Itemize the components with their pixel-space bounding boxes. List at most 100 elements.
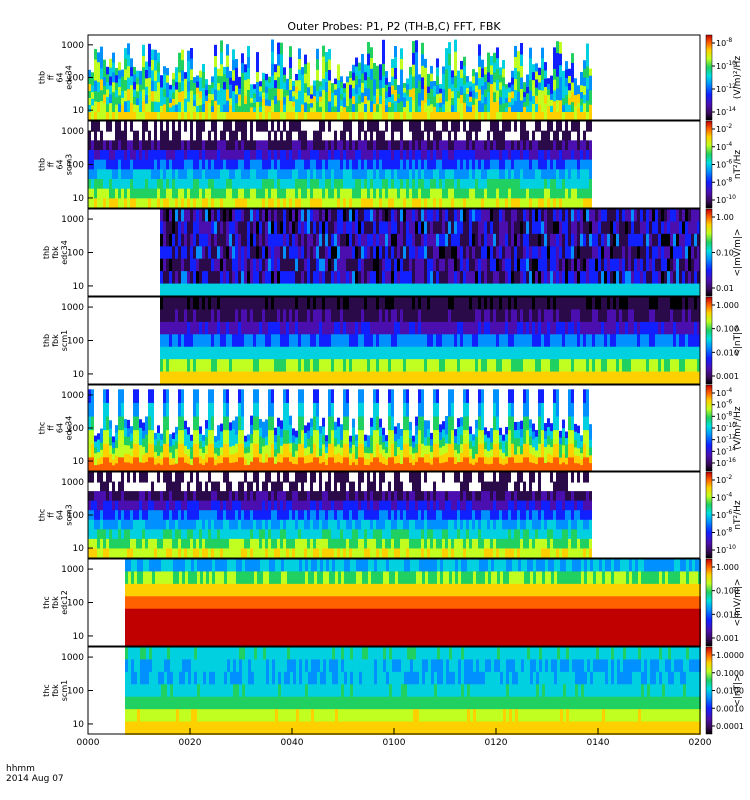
panel-6-colorbar-tick-label: 10-4: [716, 492, 732, 503]
panel-5-ylabel: edc34: [65, 416, 74, 441]
panel-8-ylabel: fbk: [51, 684, 60, 697]
panel-7-colorbar-tick-label: 0.001: [716, 634, 739, 643]
panel-4-spectrogram: [160, 297, 700, 385]
panel-2-spectrogram: [88, 121, 592, 209]
panel-3-ytick-label: 1000: [61, 215, 84, 225]
panel-8-colorbar-tick-label: 0.1000: [716, 669, 744, 678]
time-axis-unit-label: hhmm: [6, 764, 35, 774]
panel-1-ylabel: thb: [38, 71, 47, 84]
panel-4-colorbar-label: <|nT|>: [733, 324, 743, 356]
panel-1-spectrogram: [88, 39, 592, 120]
panel-1-ylabel: 64: [56, 72, 65, 82]
panel-6-spectrogram: [88, 472, 592, 559]
panel-7: 1000 100 10 thc fbk edc12 1.000 0.100 0.010 0.001…: [42, 558, 743, 647]
panel-8-spectrogram: [125, 647, 701, 735]
panel-3-colorbar-label: <|mV/m|>: [733, 229, 743, 277]
panel-3-ytick-label: 10: [73, 282, 85, 292]
panel-8-colorbar-tick-label: 1.0000: [716, 651, 744, 660]
panel-6: 1000 100 10 thc ff 64 scm3 10-2 10-4 10-6 10-8 10-1…: [38, 471, 743, 559]
panel-6-colorbar-tick-label: 10-2: [716, 474, 732, 485]
panel-7-ytick-label: 100: [67, 599, 84, 609]
panel-6-ytick-label: 100: [67, 511, 84, 521]
panel-8-ytick-label: 10: [73, 720, 85, 730]
panel-5-colorbar-tick-label: 10-6: [716, 399, 732, 410]
panel-8-colorbar: [705, 646, 713, 735]
time-tick-label: 0040: [281, 738, 304, 748]
panel-7-ylabel: edc12: [60, 590, 69, 615]
panel-7-ylabel: fbk: [51, 596, 60, 609]
panel-8-colorbar-tick-label: 0.0010: [716, 704, 744, 713]
panel-5-colorbar-tick-label: 10-4: [716, 387, 732, 398]
panel-2-colorbar: [705, 120, 713, 209]
panel-5-ylabel: ff: [47, 425, 56, 431]
panel-6-ylabel: scm3: [65, 504, 74, 525]
panel-2-ytick-label: 1000: [61, 127, 84, 137]
panel-8: 1000 100 10 thc fbk scm1 1.0000 0.1000 0.0100 0.0…: [42, 646, 744, 735]
panel-5-colorbar-tick-label: 10-8: [716, 410, 732, 421]
time-tick-label: 0140: [587, 738, 610, 748]
panel-2-colorbar-tick-label: 10-10: [716, 194, 736, 205]
panel-6-ylabel: 64: [56, 510, 65, 520]
panel-3-ytick-label: 100: [67, 249, 84, 259]
panel-3-ylabel: thb: [42, 246, 51, 259]
panel-4-colorbar-tick-label: 0.010: [716, 348, 739, 357]
panel-5-spectrogram: [88, 389, 592, 472]
panel-1-colorbar-tick-label: 10-10: [716, 60, 736, 71]
panel-6-ylabel: thc: [38, 509, 47, 522]
panel-2-ytick-label: 10: [73, 194, 85, 204]
panel-5-ylabel: 64: [56, 423, 65, 433]
panel-6-colorbar-tick-label: 10-8: [716, 527, 732, 538]
panel-2: 1000 100 10 thb ff 64 scm3 10-2 10-4 10-6 10-8 10-1…: [38, 120, 743, 209]
time-tick-label: 0200: [689, 738, 712, 748]
panel-3-ylabel: edc34: [60, 240, 69, 265]
time-tick-label: 0100: [383, 738, 406, 748]
panel-6-colorbar: [705, 471, 713, 559]
panel-2-ylabel: thb: [38, 158, 47, 171]
panel-3-spectrogram: [160, 209, 700, 297]
panel-2-colorbar-tick-label: 10-4: [716, 141, 732, 152]
panel-7-ytick-label: 1000: [61, 565, 84, 575]
panel-5-ylabel: thc: [38, 422, 47, 435]
panel-1-colorbar-tick-label: 10-8: [716, 37, 732, 48]
panel-4-ylabel: fbk: [51, 334, 60, 347]
time-axis: 0000 0020 0040 0100 0120 0140 0200: [77, 728, 712, 748]
panel-4-colorbar-tick-label: 1.000: [716, 301, 739, 310]
panel-4-ytick-label: 100: [67, 337, 84, 347]
panel-6-ytick-label: 1000: [61, 478, 84, 488]
panel-5-ytick-label: 1000: [61, 391, 84, 401]
panel-8-ytick-label: 100: [67, 687, 84, 697]
panel-3-colorbar-tick-label: 0.01: [716, 284, 734, 293]
panel-3: 1000 100 10 thb fbk edc34 1.00 0.10 0.01 <|mV/m|>: [42, 208, 743, 297]
panel-6-ylabel: ff: [47, 512, 56, 518]
panel-3-colorbar: [705, 208, 713, 297]
panel-5-colorbar-tick-label: 10-12: [716, 434, 736, 445]
panel-5-ytick-label: 10: [73, 457, 85, 467]
panel-1-colorbar-label: (V/m)²/Hz: [733, 56, 743, 99]
panel-5: 1000 100 10 thc ff 64 edc34 10-410-610-810-1010…: [38, 384, 743, 472]
panel-1-colorbar-tick-label: 10-14: [716, 106, 736, 117]
panel-8-colorbar-label: <|nT|>: [733, 674, 743, 706]
panel-3-ylabel: fbk: [51, 246, 60, 259]
panel-7-spectrogram: [125, 559, 701, 647]
panel-6-colorbar-label: nT²/Hz: [733, 500, 743, 530]
panel-2-colorbar-tick-label: 10-8: [716, 176, 732, 187]
time-tick-label: 0020: [179, 738, 202, 748]
panel-4-ytick-label: 1000: [61, 303, 84, 313]
time-tick-label: 0000: [77, 738, 100, 748]
panel-6-colorbar-tick-label: 10-10: [716, 544, 736, 555]
panel-7-colorbar-tick-label: 1.000: [716, 563, 739, 572]
panel-1-ylabel: ff: [47, 74, 56, 80]
panel-2-ylabel: ff: [47, 161, 56, 167]
panel-2-ylabel: scm3: [65, 154, 74, 175]
panel-5-colorbar-tick-label: 10-10: [716, 422, 736, 433]
panel-4-ylabel: scm1: [60, 330, 69, 351]
panel-4-colorbar-tick-label: 0.100: [716, 325, 739, 334]
panel-8-ylabel: scm1: [60, 680, 69, 701]
panel-2-colorbar-tick-label: 10-2: [716, 123, 732, 134]
panel-5-colorbar-label: (V/m)²/Hz: [733, 406, 743, 449]
figure-title: Outer Probes: P1, P2 (TH-B,C) FFT, FBK: [287, 20, 501, 33]
panel-8-colorbar-tick-label: 0.0100: [716, 687, 744, 696]
panel-4-colorbar-tick-label: 0.001: [716, 372, 739, 381]
panel-5-ytick-label: 100: [67, 424, 84, 434]
